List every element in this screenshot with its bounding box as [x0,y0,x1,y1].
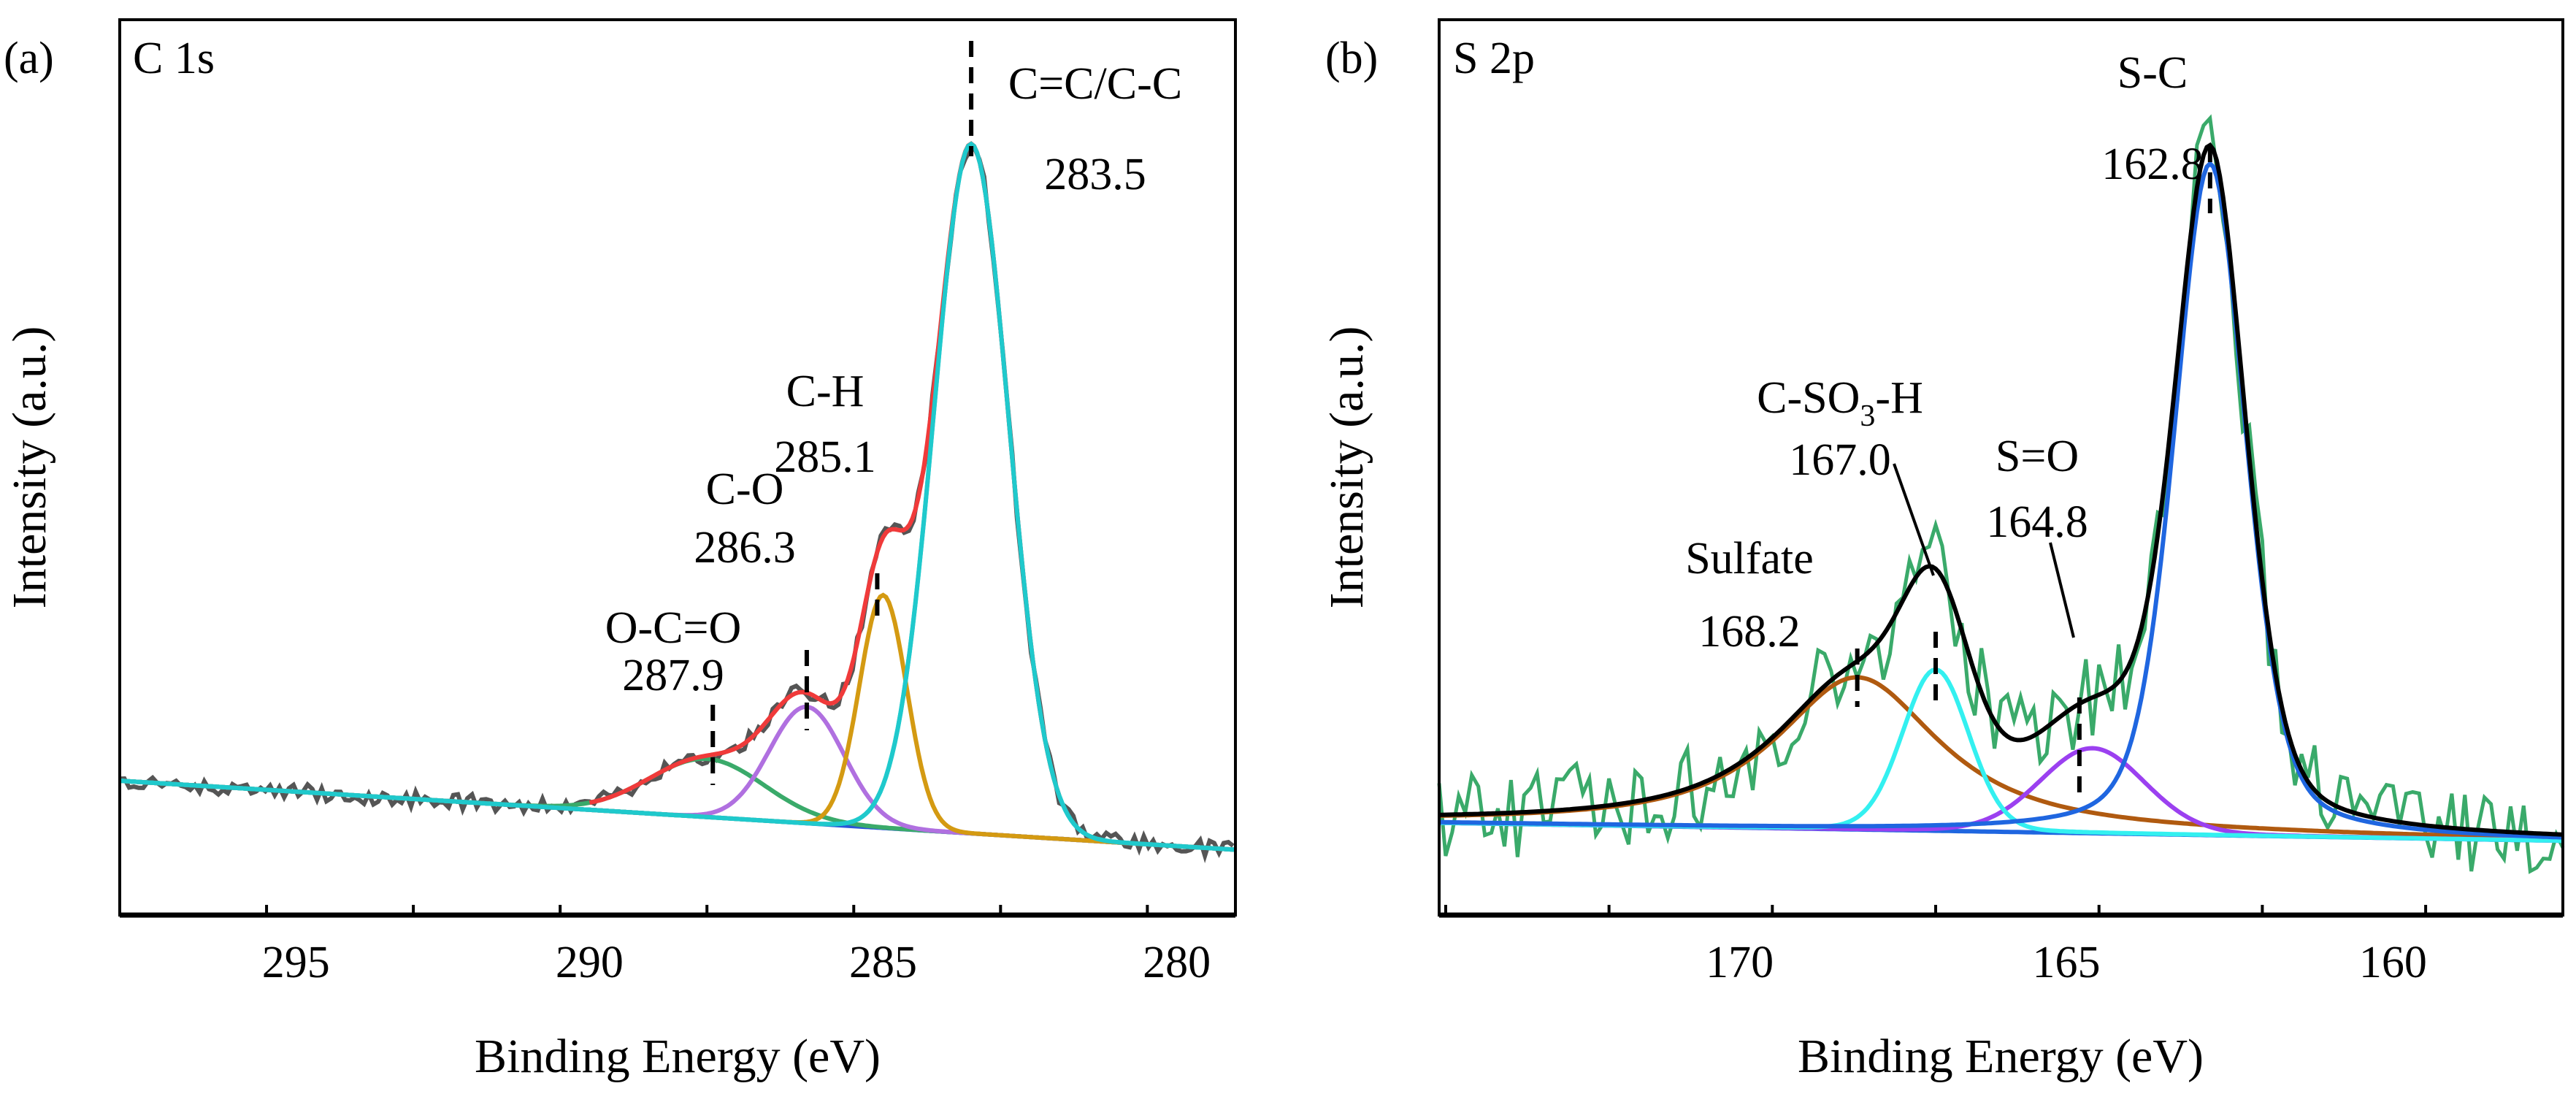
x-axis-title-a: Binding Energy (eV) [475,1030,881,1083]
x-tick-label: 290 [556,938,624,987]
peak-label-so: S=O [1996,432,2079,481]
component-peak-c-c-c-c [119,141,1236,852]
panel-label-a: (a) [4,34,54,83]
peak-value-sulfate: 168.2 [1698,607,1801,657]
plot-area-a: 295 290 285 280 [118,18,1237,987]
leader-line-so [2049,542,2075,638]
raw-data-line [119,145,1235,864]
panel-s2p: (b) S 2p Intensity (a.u.) Binding Energy… [1320,18,2565,1083]
peak-label-sulfate: Sulfate [1685,534,1814,584]
peak-label-sc: S-C [2117,48,2188,98]
x-tick-label: 160 [2359,938,2427,987]
panel-c1s: (a) C 1s Intensity (a.u.) Binding Energy… [3,18,1237,1083]
component-peak-cc-overlay [119,141,1236,852]
peak-value-so: 164.8 [1986,497,2088,547]
peak-value-sc: 162.8 [2101,139,2204,189]
peak-value-cso3h: 167.0 [1789,435,1891,485]
component-peak-c-o [119,704,1236,852]
y-axis-title-b: Intensity (a.u.) [1320,326,1373,609]
peak-label-cso3h: C-SO3-H [1757,373,1923,433]
leader-line-cso3h [1893,463,1935,576]
plot-area-b: 170 165 160 [1437,18,2565,987]
peak-value-ch: 285.1 [774,432,876,482]
panel-title-c1s: C 1s [133,34,215,83]
x-tick-label: 295 [262,938,330,987]
peak-label-cc: C=C/C-C [1008,59,1182,109]
peak-value-cc: 283.5 [1044,150,1146,199]
x-tick-label: 285 [849,938,917,987]
raw-data-line [1437,114,2565,874]
panel-label-b: (b) [1325,34,1378,83]
x-tick-label: 280 [1143,938,1211,987]
component-peak-c-so3-h [1438,667,2564,844]
peak-value-co: 286.3 [694,523,796,573]
peak-value-oco: 287.9 [622,651,724,700]
component-peak-s-c [1438,160,2564,840]
y-axis-title-a: Intensity (a.u.) [3,326,56,609]
component-peak-o-c-o [119,757,1236,852]
x-axis-title-b: Binding Energy (eV) [1798,1030,2204,1083]
peak-label-ch: C-H [786,367,865,416]
fit-envelope-line [1439,142,2564,837]
peak-label-co: C-O [706,464,784,514]
x-tick-label: 165 [2032,938,2100,987]
panel-title-s2p: S 2p [1453,34,1535,83]
peak-label-oco: O-C=O [605,603,742,653]
x-tick-label: 170 [1706,938,1774,987]
